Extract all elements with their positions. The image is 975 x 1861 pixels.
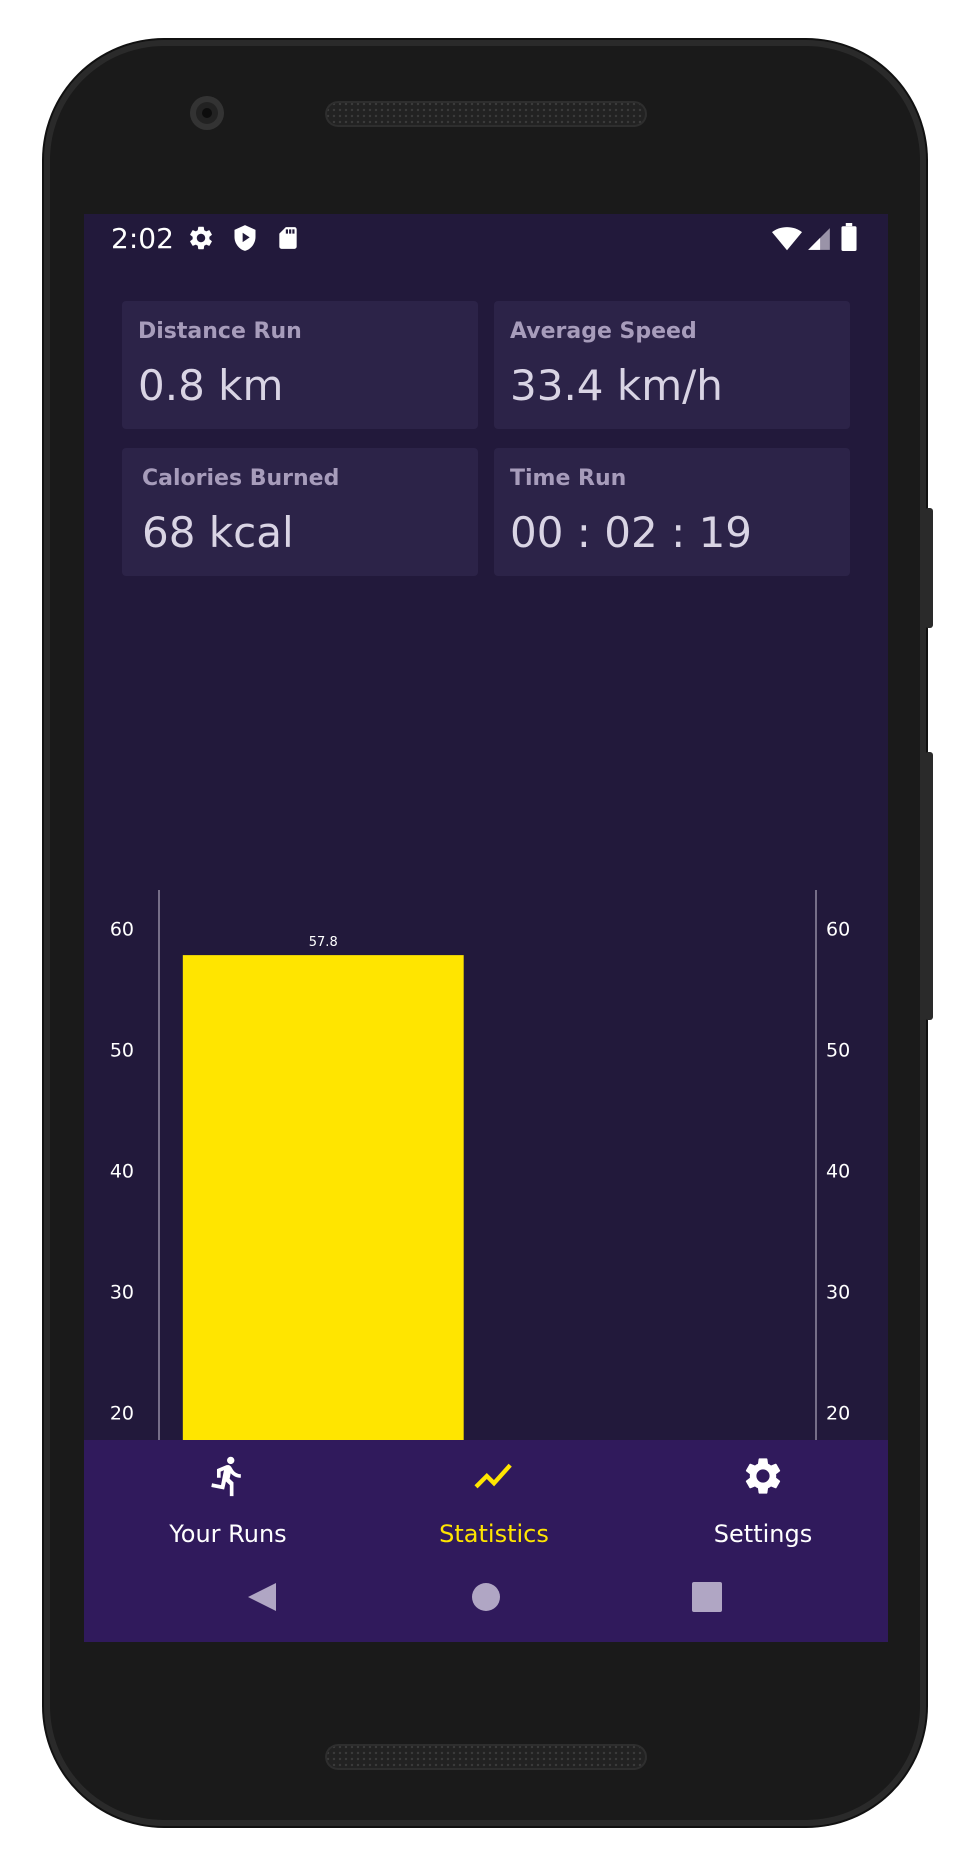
y-tick-label-left: 50	[110, 1040, 134, 1062]
nav-statistics-label: Statistics	[439, 1520, 549, 1548]
recents-icon[interactable]	[692, 1582, 722, 1617]
speed-label: Average Speed	[510, 319, 697, 344]
speed-card: Average Speed 33.4 km/h	[494, 301, 850, 429]
nav-your-runs[interactable]: Your Runs	[118, 1450, 338, 1550]
top-speaker	[325, 101, 647, 127]
y-tick-label-right: 60	[826, 919, 850, 941]
status-time: 2:02	[111, 222, 174, 255]
bottom-speaker	[325, 1744, 647, 1770]
y-tick-label-left: 20	[110, 1403, 134, 1425]
front-camera	[190, 96, 224, 130]
wifi-icon	[772, 226, 802, 257]
time-value: 00 : 02 : 19	[510, 508, 753, 557]
home-icon[interactable]	[471, 1582, 501, 1617]
bar-value-label: 57.8	[309, 935, 338, 950]
power-button	[925, 508, 933, 628]
speed-value: 33.4 km/h	[510, 361, 723, 410]
battery-icon	[841, 223, 857, 256]
cell-signal-icon	[806, 226, 832, 257]
status-bar: 2:02	[84, 214, 888, 262]
calories-value: 68 kcal	[142, 508, 294, 557]
y-tick-label-right: 50	[826, 1040, 850, 1062]
nav-your-runs-label: Your Runs	[169, 1520, 287, 1548]
nav-settings-label: Settings	[713, 1520, 813, 1548]
sd-card-icon	[275, 224, 301, 257]
gear-icon	[187, 224, 215, 257]
nav-statistics[interactable]: Statistics	[384, 1450, 604, 1550]
y-tick-label-right: 40	[826, 1161, 850, 1183]
nav-settings[interactable]: Settings	[653, 1450, 873, 1550]
trending-up-icon	[472, 1458, 516, 1499]
distance-value: 0.8 km	[138, 361, 284, 410]
bottom-navigation: Your Runs Statistics Settings	[84, 1440, 888, 1642]
calories-card: Calories Burned 68 kcal	[122, 448, 478, 576]
y-tick-label-right: 30	[826, 1282, 850, 1304]
gear-icon	[741, 1454, 785, 1503]
y-tick-label-left: 30	[110, 1282, 134, 1304]
running-icon	[206, 1454, 250, 1503]
volume-button	[925, 752, 933, 1020]
distance-label: Distance Run	[138, 319, 302, 344]
y-tick-label-right: 20	[826, 1403, 850, 1425]
distance-card: Distance Run 0.8 km	[122, 301, 478, 429]
app-screen: 2:02 Distance Run 0.8 km Average Speed 3…	[84, 214, 888, 1642]
back-icon[interactable]	[246, 1581, 278, 1618]
y-tick-label-left: 40	[110, 1161, 134, 1183]
time-card: Time Run 00 : 02 : 19	[494, 448, 850, 576]
shield-play-icon	[231, 224, 259, 257]
y-tick-label-left: 60	[110, 919, 134, 941]
time-label: Time Run	[510, 466, 627, 491]
calories-label: Calories Burned	[142, 466, 340, 491]
